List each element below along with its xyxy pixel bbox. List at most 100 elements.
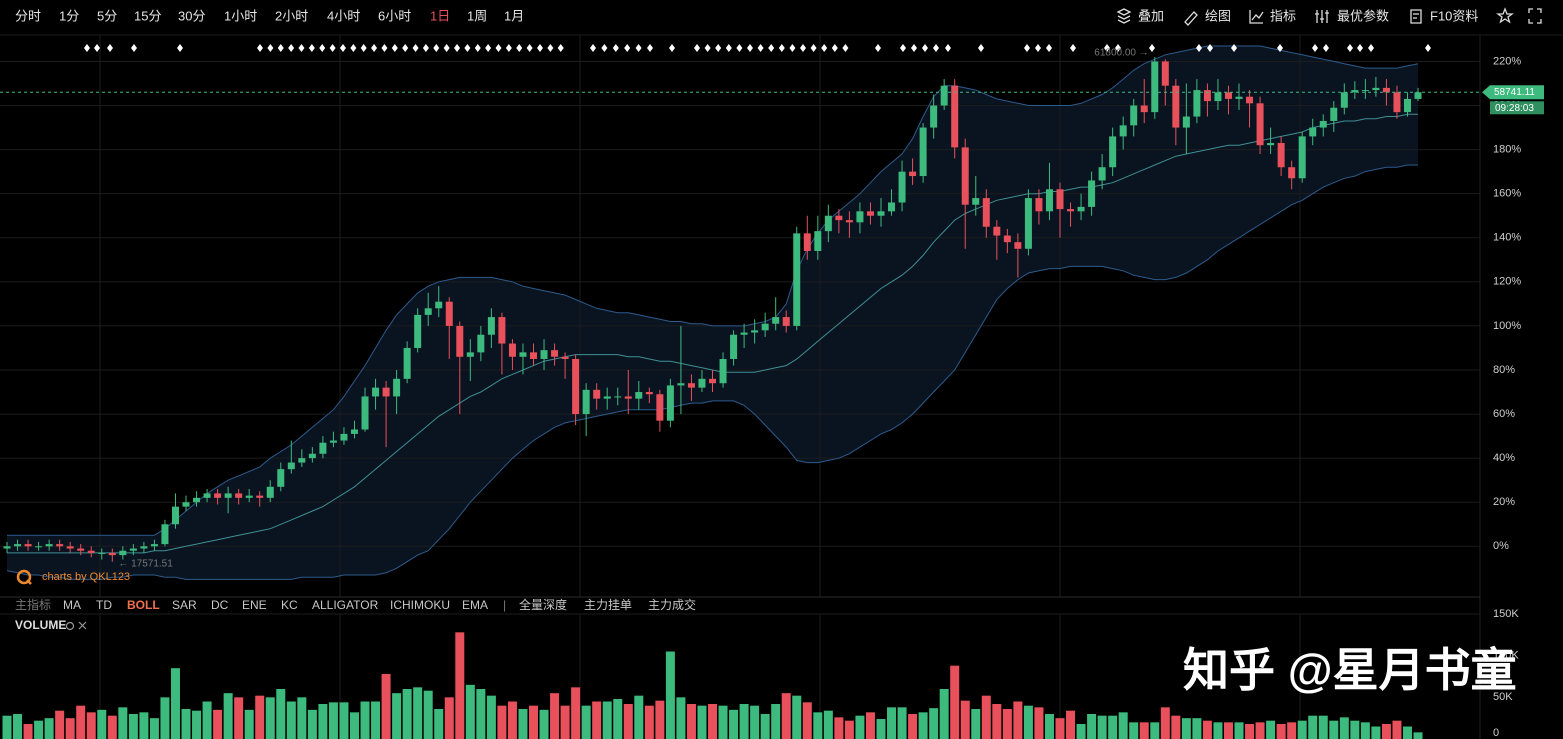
- period[interactable]: 2小时: [275, 8, 308, 23]
- indicator[interactable]: BOLL: [127, 598, 160, 612]
- candle-body: [582, 389, 590, 415]
- signal-diamond: [945, 44, 951, 52]
- candle-body: [256, 495, 264, 498]
- volume-bar: [118, 707, 128, 739]
- candle-body: [530, 352, 537, 359]
- tool[interactable]: 指标: [1270, 8, 1296, 23]
- signal-diamond: [391, 44, 398, 52]
- y-tick-label: 0%: [1493, 540, 1509, 552]
- candle-body: [909, 171, 917, 177]
- volume-tick-label: 0: [1493, 727, 1499, 739]
- volume-bar: [560, 705, 570, 739]
- indicator[interactable]: EMA: [462, 598, 488, 612]
- candle-body: [140, 546, 148, 549]
- indicator[interactable]: SAR: [172, 598, 197, 612]
- indicator[interactable]: MA: [63, 598, 81, 612]
- period[interactable]: 4小时: [327, 8, 360, 23]
- volume-bar: [307, 709, 317, 739]
- indicator[interactable]: ALLIGATOR: [312, 598, 379, 612]
- candle-body: [214, 493, 222, 498]
- signal-diamond: [1323, 44, 1329, 52]
- indicator[interactable]: ENE: [242, 598, 267, 612]
- volume-bar: [1066, 710, 1076, 739]
- candle-body: [1045, 189, 1053, 212]
- volume-title: VOLUME: [15, 618, 66, 632]
- volume-bar: [402, 689, 412, 739]
- tool[interactable]: 叠加: [1138, 8, 1164, 23]
- signal-diamond: [635, 44, 642, 52]
- candle-body: [1393, 92, 1401, 113]
- depth-option[interactable]: 全量深度: [519, 597, 567, 612]
- period[interactable]: 1分: [59, 8, 79, 23]
- signal-diamond: [978, 44, 984, 52]
- volume-bar: [413, 687, 423, 739]
- overlay-icon: [1116, 8, 1132, 24]
- volume-bar: [960, 700, 970, 739]
- signal-diamond: [526, 44, 533, 52]
- period[interactable]: 15分: [134, 8, 161, 23]
- period[interactable]: 1小时: [224, 8, 257, 23]
- indicator[interactable]: TD: [96, 598, 112, 612]
- candle-body: [403, 347, 411, 379]
- signal-diamond: [516, 44, 523, 52]
- volume-bar: [170, 668, 180, 739]
- signal-diamond: [474, 44, 481, 52]
- period[interactable]: 1月: [504, 8, 524, 23]
- volume-bar: [1181, 718, 1191, 739]
- candle-body: [1224, 92, 1232, 99]
- candle-body: [77, 548, 85, 551]
- candle-body: [266, 486, 274, 498]
- fullscreen-icon[interactable]: [1528, 8, 1542, 24]
- candle-body: [572, 358, 580, 415]
- volume-bar: [371, 701, 381, 739]
- volume-bar: [13, 714, 23, 739]
- candle-body: [1361, 90, 1369, 92]
- indicator[interactable]: ICHIMOKU: [390, 598, 450, 612]
- volume-bar: [602, 701, 612, 739]
- volume-bar: [86, 712, 96, 739]
- period[interactable]: 30分: [178, 8, 205, 23]
- indicator[interactable]: KC: [281, 598, 298, 612]
- indicator[interactable]: DC: [211, 598, 229, 612]
- candle-body: [245, 495, 253, 498]
- y-tick-label: 120%: [1493, 276, 1521, 288]
- volume-bar: [107, 715, 117, 739]
- candle-body: [856, 211, 864, 223]
- period[interactable]: 1周: [467, 8, 487, 23]
- candle-body: [519, 352, 527, 357]
- signal-diamond: [422, 44, 429, 52]
- tool[interactable]: F10资料: [1430, 8, 1478, 23]
- candle-body: [1235, 96, 1243, 99]
- volume-bar: [771, 704, 781, 739]
- time-box: [1490, 101, 1544, 115]
- volume-settings-icons[interactable]: [65, 621, 87, 631]
- volume-bar: [1255, 722, 1265, 739]
- volume-bar: [65, 718, 75, 739]
- depth-option[interactable]: 主力成交: [648, 597, 696, 612]
- depth-option[interactable]: 主力挂单: [584, 598, 632, 612]
- signal-diamond: [1425, 44, 1431, 52]
- signal-diamond: [757, 44, 764, 52]
- favorite-icon[interactable]: [1496, 7, 1514, 24]
- candle-body: [382, 387, 390, 397]
- candle-body: [961, 147, 969, 205]
- candle-body: [1203, 90, 1211, 102]
- tool[interactable]: 最优参数: [1337, 8, 1389, 23]
- candle-body: [814, 231, 822, 251]
- signal-diamond: [736, 44, 743, 52]
- y-tick-label: 20%: [1493, 496, 1515, 508]
- period[interactable]: 分时: [15, 8, 41, 23]
- period[interactable]: 6小时: [378, 8, 411, 23]
- signal-diamond: [933, 44, 939, 52]
- signal-diamond: [768, 44, 775, 52]
- candle-body: [1319, 120, 1327, 128]
- candle-body: [1182, 116, 1190, 128]
- candle-body: [1098, 167, 1106, 181]
- volume-bar: [1171, 715, 1181, 739]
- period[interactable]: 5分: [97, 8, 117, 23]
- tool[interactable]: 绘图: [1205, 8, 1231, 23]
- signal-diamond: [1277, 44, 1283, 52]
- param-icon: [1315, 10, 1329, 23]
- period[interactable]: 1日: [430, 8, 450, 23]
- volume-bar: [950, 665, 960, 739]
